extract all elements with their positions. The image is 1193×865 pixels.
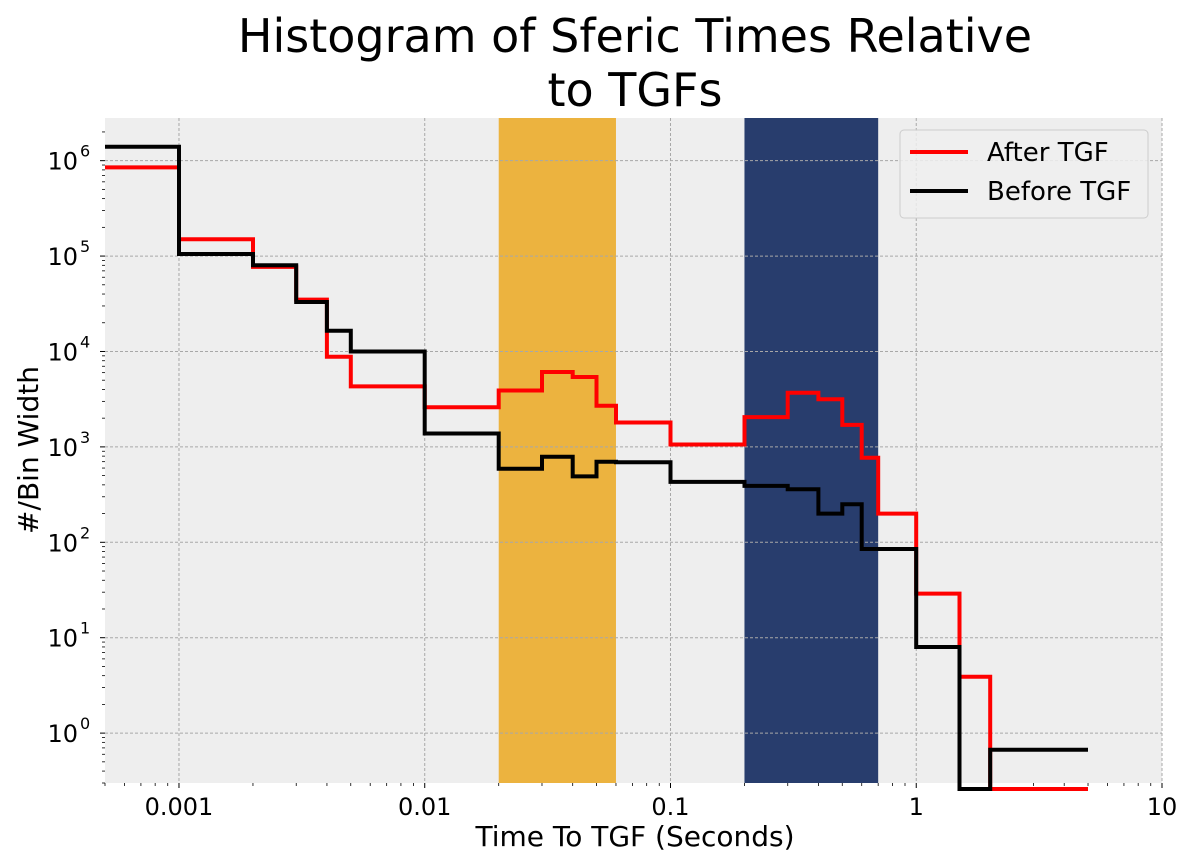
y-tick-exponent-3: 2 <box>80 523 90 542</box>
series-line-before-tgf <box>105 144 1088 791</box>
legend-label-2: Before TGF <box>987 177 1131 207</box>
legend-label-1: After TGF <box>987 138 1109 168</box>
x-axis-label: Time To TGF (Seconds) <box>474 820 794 853</box>
y-tick-label-5: 10 <box>47 338 78 366</box>
x-axis-ticks: 0.001 0.01 0.1 1 10 <box>104 783 1178 821</box>
chart-title: Histogram of Sferic Times Relative to TG… <box>238 9 1032 117</box>
y-tick-exponent-2: 1 <box>80 619 90 638</box>
y-tick-label-2: 10 <box>47 625 78 653</box>
chart-title-line-2: to TGFs <box>548 63 723 117</box>
legend: After TGF Before TGF <box>899 129 1149 219</box>
chart-title-line-1: Histogram of Sferic Times Relative <box>238 9 1032 63</box>
y-tick-label-6: 10 <box>47 243 78 271</box>
y-tick-exponent-7: 6 <box>80 142 90 161</box>
x-tick-label-2: 0.01 <box>398 793 451 821</box>
x-tick-label-1: 0.001 <box>145 793 214 821</box>
shaded-region-2 <box>744 118 879 783</box>
y-tick-exponent-4: 3 <box>80 428 90 447</box>
x-tick-label-4: 1 <box>909 793 924 821</box>
series-lines <box>105 144 1088 791</box>
plot-area <box>105 118 1162 783</box>
x-tick-label-3: 0.1 <box>651 793 689 821</box>
y-tick-label-3: 10 <box>47 529 78 557</box>
y-tick-label-1: 10 <box>47 720 78 748</box>
shaded-region-1 <box>498 118 616 783</box>
y-tick-exponent-1: 0 <box>80 714 90 733</box>
y-axis-label: #/Bin Width <box>12 366 45 534</box>
y-tick-label-7: 10 <box>47 148 78 176</box>
y-tick-exponent-6: 5 <box>80 237 90 256</box>
x-tick-label-5: 10 <box>1147 793 1178 821</box>
grid-lines <box>105 118 1163 783</box>
y-tick-label-4: 10 <box>47 434 78 462</box>
shaded-regions <box>498 118 879 783</box>
y-tick-exponent-5: 4 <box>80 332 90 351</box>
